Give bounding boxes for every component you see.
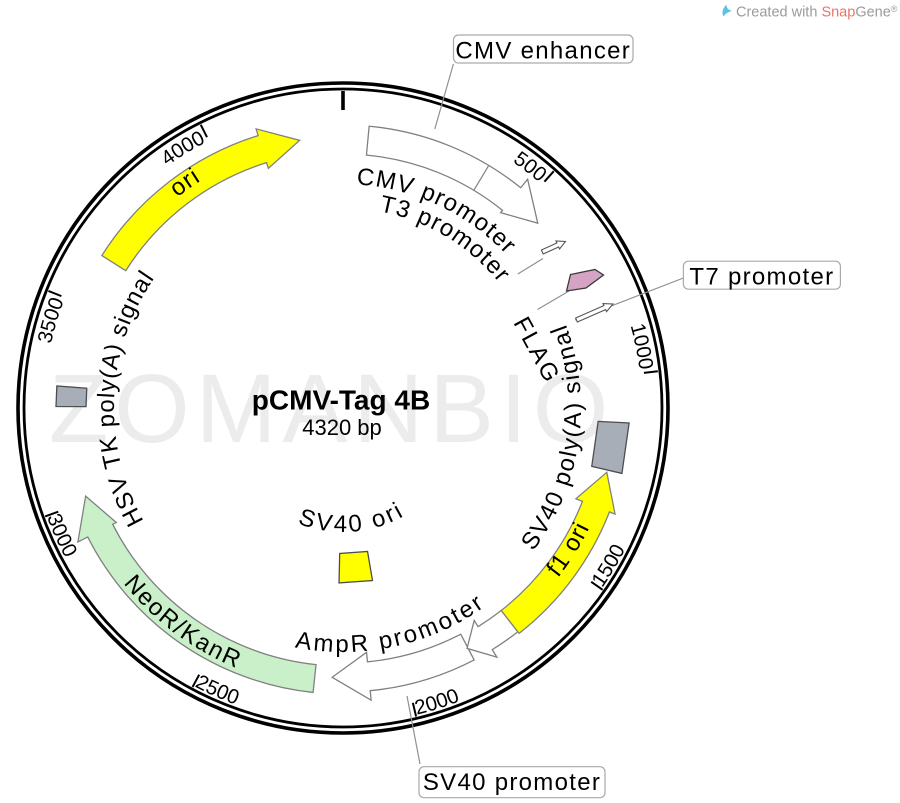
svg-text:ZOMANBIO: ZOMANBIO [49, 354, 614, 463]
svg-text:SV40 promoter: SV40 promoter [423, 769, 601, 796]
svg-text:4320 bp: 4320 bp [302, 415, 382, 440]
svg-text:T7 promoter: T7 promoter [689, 264, 834, 291]
svg-text:Created with SnapGene®: Created with SnapGene® [736, 4, 898, 21]
svg-text:CMV enhancer: CMV enhancer [455, 37, 631, 64]
svg-text:pCMV-Tag 4B: pCMV-Tag 4B [252, 385, 430, 416]
